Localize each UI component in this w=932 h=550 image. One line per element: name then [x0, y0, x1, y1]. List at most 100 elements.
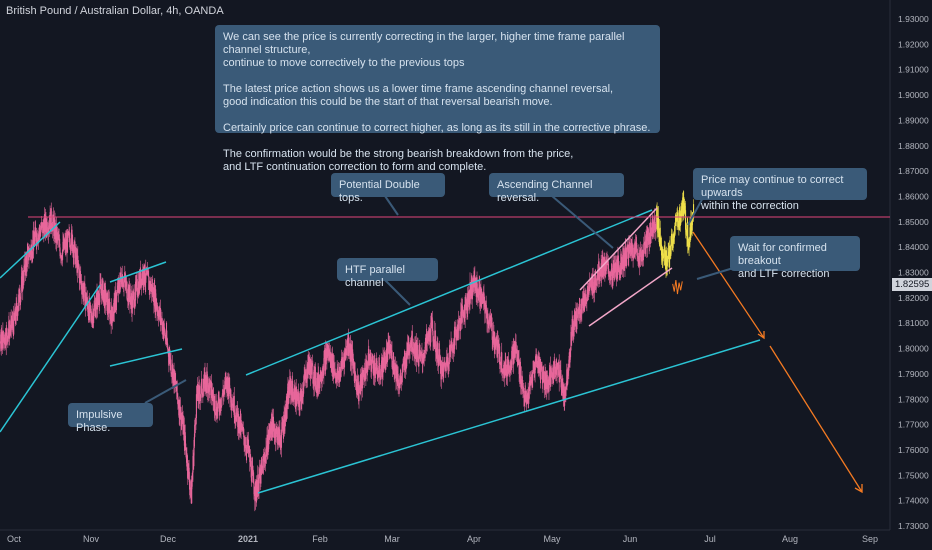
candle-body	[585, 301, 587, 304]
candle-body	[392, 367, 394, 369]
candle-body	[133, 292, 135, 308]
candle-body	[79, 272, 81, 284]
candle-body	[184, 432, 186, 444]
candle-body	[254, 500, 256, 502]
candle-body	[402, 363, 404, 365]
candle-body	[367, 365, 369, 372]
candle-body	[495, 342, 497, 348]
candle-body	[353, 365, 355, 369]
candle-body	[435, 335, 437, 353]
candle-body	[25, 256, 28, 258]
candle-body	[372, 363, 374, 374]
candle-body	[502, 369, 504, 373]
candle-body	[583, 293, 585, 303]
candle-body	[475, 282, 477, 288]
candle-body	[312, 365, 314, 384]
candle-body	[365, 361, 367, 380]
candle-body	[570, 331, 572, 339]
left-channel-lower-line[interactable]	[0, 284, 101, 433]
candle-body	[569, 350, 572, 358]
projection-line-1[interactable]	[692, 231, 765, 339]
current-price-label: 1.82595	[892, 278, 932, 291]
callout-impulsive[interactable]: Impulsive Phase.	[68, 403, 153, 434]
ltf-channel-upper-line[interactable]	[579, 207, 658, 291]
candle-body	[438, 355, 440, 365]
candle-body	[270, 428, 272, 434]
candle-body	[79, 272, 81, 275]
candle-body	[391, 367, 394, 369]
price-axis[interactable]: 1.93000 1.92000 1.91000 1.90000 1.89000 1.880…	[898, 14, 929, 531]
candle-body	[57, 232, 59, 236]
candle-body	[330, 353, 332, 369]
candle-body	[291, 386, 293, 392]
callout-wait-breakout[interactable]: Wait for confirmed breakout and LTF corr…	[730, 236, 860, 280]
candle-body	[81, 289, 83, 295]
candle-body	[340, 368, 342, 377]
candle-body	[674, 225, 676, 236]
candle-body	[116, 292, 118, 303]
candle-body	[579, 316, 581, 319]
drawing-lines-layer[interactable]	[0, 193, 890, 494]
candle-body	[612, 267, 614, 273]
candle-body	[308, 364, 310, 371]
left-channel-upper-line[interactable]	[0, 221, 61, 279]
candle-body	[490, 322, 492, 327]
candle-body	[436, 352, 438, 359]
candle-body	[199, 396, 201, 402]
candle-body	[152, 287, 155, 303]
htf-channel-upper-line[interactable]	[245, 209, 653, 376]
candle-body	[508, 359, 510, 371]
candle-body	[195, 418, 197, 425]
candle-body	[182, 425, 185, 435]
projection-line-2[interactable]	[769, 345, 863, 493]
callout-double-tops[interactable]: Potential Double tops.	[331, 173, 445, 204]
candle-body	[341, 358, 343, 361]
ltf-channel-lower-line[interactable]	[588, 267, 673, 327]
candle-body	[599, 273, 601, 280]
candle-body	[416, 343, 418, 363]
candle-body	[640, 250, 642, 257]
candle-body	[378, 365, 380, 375]
candle-body	[277, 429, 279, 441]
candle-body	[585, 301, 588, 303]
time-axis[interactable]: Oct Nov Dec 2021 Feb Mar Apr May Jun Jul Aug Sep	[7, 534, 878, 544]
callout-correct-upwards[interactable]: Price may continue to correct upwards wi…	[693, 168, 867, 212]
candle-body	[126, 281, 128, 299]
candle-body	[120, 272, 122, 283]
candle-body	[256, 487, 258, 498]
candle-body	[634, 241, 636, 253]
candle-body	[604, 269, 606, 278]
candle-body	[215, 400, 217, 414]
candle-body	[381, 356, 383, 378]
candle-body	[667, 256, 669, 260]
candle-body	[201, 393, 204, 396]
candle-body	[385, 348, 388, 364]
candle-body	[197, 386, 199, 399]
candle-body	[677, 212, 679, 228]
candle-body	[194, 424, 196, 438]
candle-body	[575, 307, 577, 330]
htf-channel-lower-line[interactable]	[257, 339, 761, 494]
callout-ascending-channel[interactable]: Ascending Channel reversal.	[489, 173, 624, 204]
candle-body	[367, 361, 369, 366]
candle-body	[100, 283, 102, 289]
candle-body	[681, 201, 683, 207]
candle-body	[384, 352, 386, 357]
candle-body	[618, 264, 620, 273]
candle-body	[555, 368, 557, 374]
candle-body	[336, 374, 338, 383]
candle-body	[188, 463, 190, 468]
candle-body	[213, 396, 215, 402]
candle-body	[102, 293, 105, 303]
callout-htf-channel[interactable]: HTF parallel channel	[337, 258, 438, 289]
flag-upper-line[interactable]	[109, 261, 167, 283]
candle-body	[77, 255, 79, 264]
callout-main-note[interactable]: We can see the price is currently correc…	[215, 25, 660, 173]
candle-body	[34, 235, 36, 245]
candle-body	[450, 348, 452, 355]
candle-body	[450, 340, 453, 345]
candle-body	[563, 391, 565, 397]
flag-lower-line[interactable]	[109, 348, 183, 367]
candle-body	[501, 352, 503, 373]
